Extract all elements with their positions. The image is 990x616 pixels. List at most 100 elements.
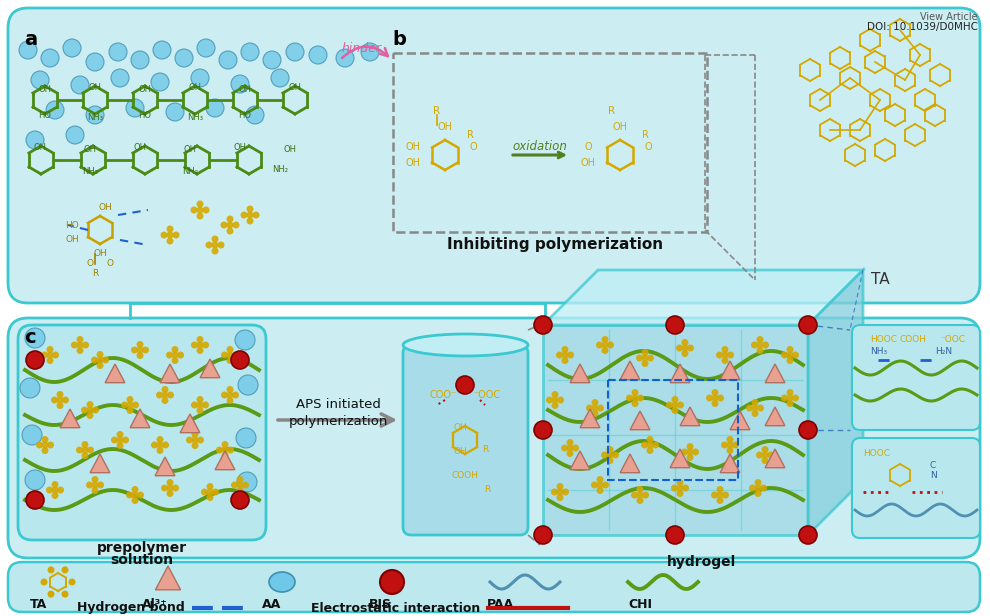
Text: OH: OH [34, 144, 47, 153]
Polygon shape [720, 454, 740, 472]
Circle shape [227, 222, 234, 229]
Circle shape [212, 248, 219, 254]
Circle shape [227, 346, 234, 353]
Circle shape [156, 447, 163, 454]
Circle shape [137, 352, 144, 359]
Circle shape [221, 392, 228, 399]
Circle shape [786, 389, 794, 396]
Circle shape [754, 485, 761, 492]
Circle shape [721, 442, 728, 448]
Circle shape [47, 442, 54, 448]
FancyBboxPatch shape [8, 318, 980, 558]
Circle shape [86, 53, 104, 71]
Polygon shape [105, 364, 125, 383]
Circle shape [66, 126, 84, 144]
Circle shape [692, 448, 699, 455]
Circle shape [632, 400, 639, 407]
Text: HO: HO [239, 110, 251, 120]
Text: O: O [86, 259, 93, 269]
Circle shape [161, 386, 168, 393]
Text: R: R [609, 106, 616, 116]
Circle shape [757, 405, 764, 411]
Circle shape [207, 494, 214, 501]
Circle shape [151, 442, 158, 448]
Circle shape [799, 421, 817, 439]
Circle shape [46, 101, 64, 119]
FancyBboxPatch shape [852, 325, 980, 430]
Circle shape [61, 591, 68, 598]
Text: TA: TA [870, 272, 889, 288]
Circle shape [196, 336, 204, 343]
Circle shape [561, 352, 568, 359]
Text: c: c [24, 328, 36, 347]
Circle shape [166, 103, 184, 121]
Circle shape [237, 472, 257, 492]
FancyArrowPatch shape [342, 46, 388, 58]
Circle shape [117, 431, 124, 438]
Circle shape [666, 316, 684, 334]
Circle shape [153, 41, 171, 59]
Polygon shape [543, 270, 863, 325]
Circle shape [799, 316, 817, 334]
Text: N: N [930, 471, 937, 480]
Circle shape [637, 497, 644, 504]
Circle shape [86, 412, 93, 419]
Text: HOOC: HOOC [870, 336, 897, 344]
Circle shape [31, 71, 49, 89]
Circle shape [91, 357, 98, 363]
Circle shape [131, 51, 149, 69]
Circle shape [722, 357, 729, 364]
Text: O: O [584, 142, 592, 152]
Circle shape [754, 490, 761, 497]
Polygon shape [570, 364, 590, 383]
Circle shape [96, 362, 104, 369]
Circle shape [196, 402, 204, 408]
Circle shape [681, 339, 688, 346]
Circle shape [756, 341, 763, 349]
Text: hinder: hinder [342, 41, 382, 54]
Circle shape [76, 447, 83, 453]
Circle shape [646, 447, 653, 454]
Circle shape [132, 486, 139, 493]
Circle shape [247, 206, 253, 213]
Polygon shape [765, 449, 785, 468]
FancyBboxPatch shape [403, 345, 528, 535]
Circle shape [676, 490, 683, 497]
Circle shape [197, 39, 215, 57]
Circle shape [597, 482, 604, 488]
Circle shape [682, 485, 689, 492]
Circle shape [786, 357, 794, 364]
Circle shape [237, 482, 244, 488]
Polygon shape [620, 361, 640, 379]
Circle shape [92, 407, 99, 413]
Circle shape [231, 351, 249, 369]
Circle shape [227, 216, 234, 222]
Polygon shape [670, 364, 690, 383]
Text: BIS: BIS [368, 598, 391, 610]
Circle shape [86, 106, 104, 124]
Text: NH₂: NH₂ [82, 168, 98, 177]
Circle shape [156, 436, 163, 443]
Circle shape [786, 394, 794, 402]
Circle shape [557, 397, 564, 403]
Circle shape [761, 457, 768, 464]
Circle shape [646, 436, 653, 443]
Circle shape [677, 402, 684, 408]
Circle shape [642, 349, 648, 356]
Circle shape [48, 566, 54, 573]
Circle shape [263, 51, 281, 69]
Circle shape [196, 396, 204, 403]
Circle shape [162, 442, 169, 448]
Circle shape [171, 357, 178, 364]
Circle shape [756, 347, 763, 354]
Circle shape [126, 492, 133, 498]
Circle shape [727, 352, 734, 359]
Circle shape [137, 341, 144, 348]
Circle shape [602, 347, 609, 354]
Circle shape [51, 492, 58, 499]
Circle shape [81, 452, 88, 459]
Polygon shape [215, 451, 235, 469]
Text: APS initiated: APS initiated [296, 399, 380, 411]
Polygon shape [620, 454, 640, 472]
Circle shape [212, 235, 219, 243]
